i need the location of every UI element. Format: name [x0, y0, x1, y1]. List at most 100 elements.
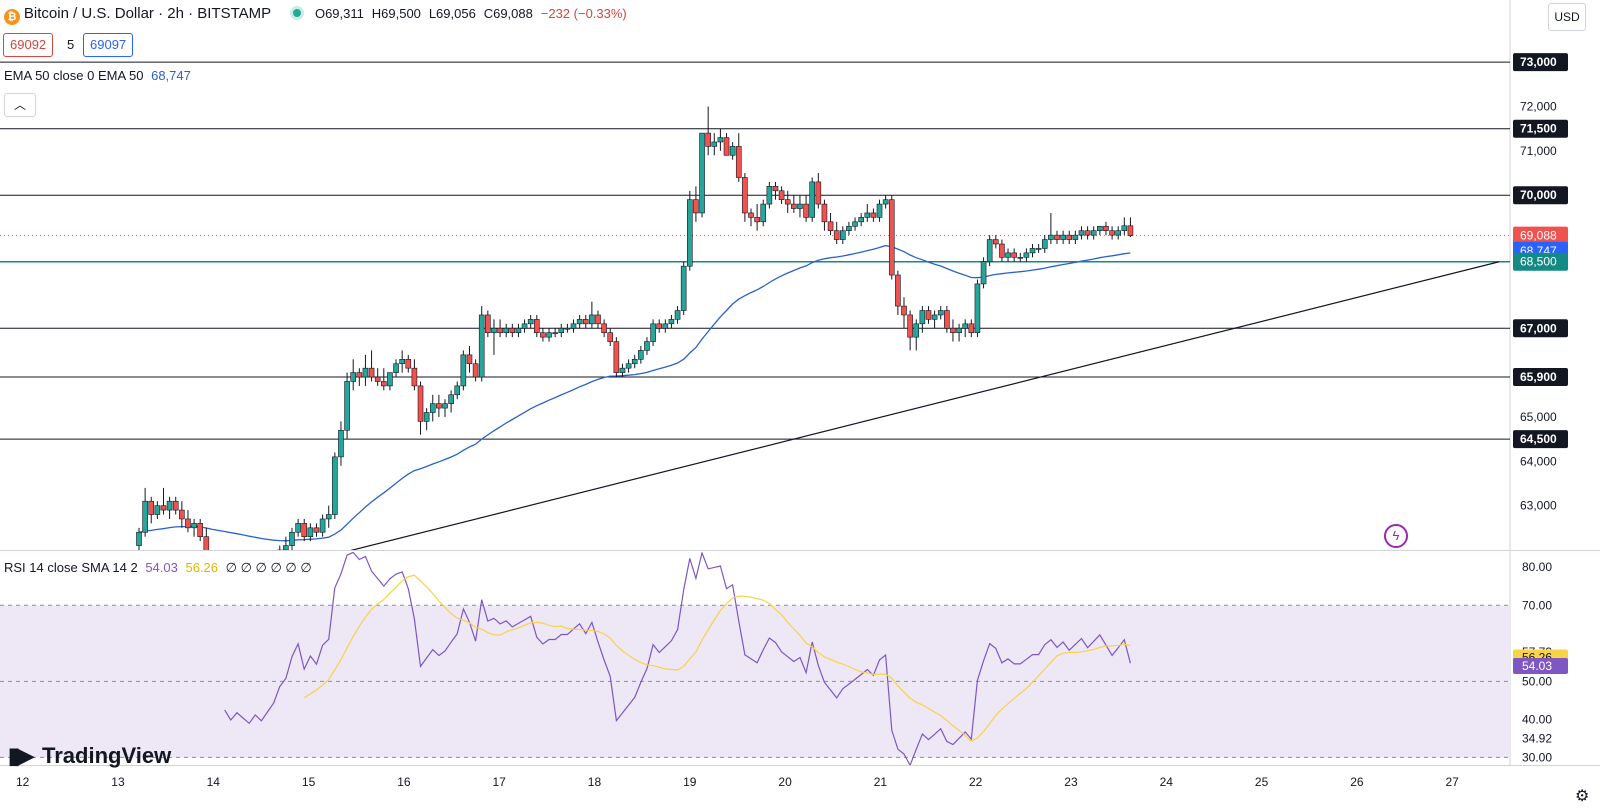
candle-body[interactable] — [656, 323, 663, 329]
candle-body[interactable] — [148, 500, 155, 515]
currency-button[interactable]: USD — [1548, 3, 1586, 31]
candle-body[interactable] — [858, 217, 864, 223]
candle-body[interactable] — [356, 372, 363, 378]
candle-body[interactable] — [344, 381, 350, 431]
candle-body[interactable] — [992, 239, 999, 245]
candle-body[interactable] — [803, 203, 809, 218]
candle-body[interactable] — [540, 332, 546, 338]
candle-body[interactable] — [680, 265, 687, 311]
candle-body[interactable] — [1011, 252, 1017, 258]
candle-body[interactable] — [497, 327, 503, 333]
settings-gear-icon[interactable]: ⚙ — [1575, 788, 1590, 805]
sell-price-button[interactable]: 69092 — [3, 33, 54, 57]
candle-body[interactable] — [546, 332, 552, 338]
candle-body[interactable] — [1029, 248, 1036, 254]
candle-body[interactable] — [393, 363, 399, 373]
candle-body[interactable] — [895, 274, 901, 307]
candle-body[interactable] — [668, 319, 675, 325]
candle-body[interactable] — [436, 403, 442, 409]
candle-body[interactable] — [222, 554, 227, 558]
candle-body[interactable] — [1054, 234, 1060, 240]
candle-body[interactable] — [827, 221, 834, 231]
candle-body[interactable] — [595, 314, 601, 325]
candle-body[interactable] — [1084, 230, 1091, 236]
candle-body[interactable] — [962, 323, 969, 329]
candle-body[interactable] — [925, 310, 932, 320]
candle-body[interactable] — [968, 323, 975, 333]
candle-body[interactable] — [723, 137, 730, 156]
candle-body[interactable] — [417, 385, 424, 422]
candle-body[interactable] — [185, 518, 191, 529]
candle-body[interactable] — [466, 354, 473, 365]
candle-body[interactable] — [907, 314, 913, 338]
candle-body[interactable] — [717, 137, 724, 143]
candle-body[interactable] — [662, 323, 669, 329]
candle-body[interactable] — [448, 394, 454, 404]
candle-body[interactable] — [760, 203, 767, 223]
candle-body[interactable] — [423, 412, 430, 422]
candle-body[interactable] — [313, 527, 320, 533]
candle-body[interactable] — [686, 199, 693, 267]
candle-body[interactable] — [631, 359, 638, 365]
candle-body[interactable] — [644, 341, 650, 351]
candle-body[interactable] — [735, 146, 742, 178]
candle-body[interactable] — [748, 212, 754, 218]
candle-body[interactable] — [362, 367, 369, 378]
candle-body[interactable] — [307, 527, 314, 537]
candle-body[interactable] — [625, 363, 632, 369]
candle-body[interactable] — [319, 518, 326, 533]
candle-body[interactable] — [515, 327, 522, 333]
buy-price-button[interactable]: 69097 — [83, 33, 134, 57]
candle-body[interactable] — [570, 323, 577, 329]
candle-body[interactable] — [191, 523, 197, 529]
candle-body[interactable] — [674, 310, 681, 320]
candle-body[interactable] — [791, 203, 797, 209]
candle-body[interactable] — [576, 319, 583, 325]
candle-body[interactable] — [1017, 257, 1024, 259]
candle-body[interactable] — [937, 310, 944, 316]
candle-body[interactable] — [380, 381, 387, 387]
candle-body[interactable] — [1066, 234, 1073, 240]
candle-body[interactable] — [852, 221, 858, 227]
candle-body[interactable] — [295, 523, 301, 533]
candle-body[interactable] — [711, 141, 718, 147]
candle-body[interactable] — [1097, 225, 1103, 231]
candle-body[interactable] — [503, 327, 510, 333]
candle-body[interactable] — [552, 332, 558, 334]
candle-body[interactable] — [1103, 225, 1109, 231]
candle-body[interactable] — [650, 323, 656, 342]
candle-body[interactable] — [815, 181, 822, 205]
candle-body[interactable] — [197, 523, 203, 537]
candle-body[interactable] — [283, 545, 289, 550]
candle-body[interactable] — [589, 314, 595, 325]
candle-body[interactable] — [478, 314, 485, 378]
candle-body[interactable] — [289, 531, 295, 546]
tradingview-logo[interactable]: ▮▶ TradingView — [8, 743, 171, 769]
candle-body[interactable] — [429, 403, 436, 413]
candle-body[interactable] — [582, 319, 589, 325]
ema-legend[interactable]: EMA 50 close 0 EMA 50 68,747 — [4, 68, 191, 83]
candle-body[interactable] — [485, 314, 491, 333]
candle-body[interactable] — [454, 385, 461, 396]
candle-body[interactable] — [350, 372, 357, 382]
candle-body[interactable] — [619, 367, 626, 373]
candle-body[interactable] — [607, 332, 614, 342]
candle-body[interactable] — [729, 146, 736, 156]
candle-body[interactable] — [638, 350, 644, 360]
candle-body[interactable] — [613, 341, 620, 373]
candle-body[interactable] — [172, 500, 179, 511]
trendline[interactable] — [317, 261, 1500, 559]
candle-body[interactable] — [778, 190, 785, 200]
candle-body[interactable] — [387, 372, 393, 387]
collapse-legend-button[interactable]: ︿ — [4, 93, 36, 117]
candle-body[interactable] — [460, 354, 467, 387]
candle-body[interactable] — [839, 230, 846, 240]
candle-body[interactable] — [399, 359, 405, 365]
candle-body[interactable] — [276, 549, 283, 559]
candle-body[interactable] — [411, 367, 418, 387]
symbol-title[interactable]: Bitcoin / U.S. Dollar · 2h · BITSTAMP — [23, 5, 272, 22]
candle-body[interactable] — [442, 403, 448, 409]
candle-body[interactable] — [521, 323, 528, 329]
candle-body[interactable] — [472, 363, 479, 378]
